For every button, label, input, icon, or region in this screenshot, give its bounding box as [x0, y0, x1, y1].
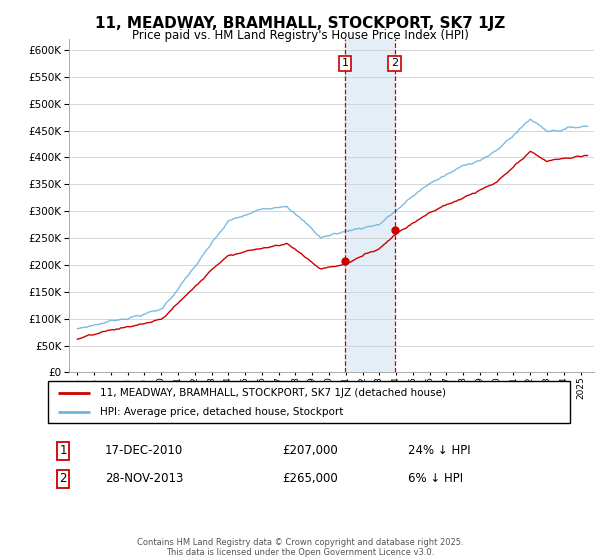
- Text: £207,000: £207,000: [282, 444, 338, 458]
- Text: 2: 2: [59, 472, 67, 486]
- Text: 17-DEC-2010: 17-DEC-2010: [105, 444, 183, 458]
- Text: Price paid vs. HM Land Registry's House Price Index (HPI): Price paid vs. HM Land Registry's House …: [131, 29, 469, 42]
- Text: £265,000: £265,000: [282, 472, 338, 486]
- Text: 6% ↓ HPI: 6% ↓ HPI: [408, 472, 463, 486]
- Text: 1: 1: [341, 58, 349, 68]
- Text: 28-NOV-2013: 28-NOV-2013: [105, 472, 184, 486]
- Text: 11, MEADWAY, BRAMHALL, STOCKPORT, SK7 1JZ (detached house): 11, MEADWAY, BRAMHALL, STOCKPORT, SK7 1J…: [100, 388, 446, 398]
- Text: 1: 1: [59, 444, 67, 458]
- Text: 2: 2: [391, 58, 398, 68]
- Text: 11, MEADWAY, BRAMHALL, STOCKPORT, SK7 1JZ: 11, MEADWAY, BRAMHALL, STOCKPORT, SK7 1J…: [95, 16, 505, 31]
- Text: 24% ↓ HPI: 24% ↓ HPI: [408, 444, 470, 458]
- Bar: [345, 39, 395, 372]
- Text: HPI: Average price, detached house, Stockport: HPI: Average price, detached house, Stoc…: [100, 407, 344, 417]
- Text: Contains HM Land Registry data © Crown copyright and database right 2025.
This d: Contains HM Land Registry data © Crown c…: [137, 538, 463, 557]
